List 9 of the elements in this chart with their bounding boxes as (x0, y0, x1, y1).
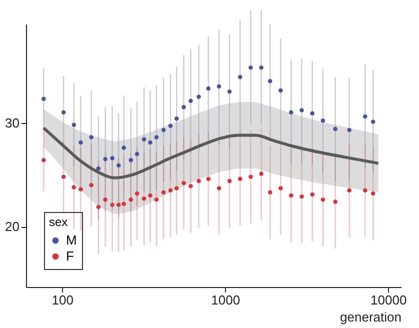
x-tick-label: 1000 (211, 292, 240, 308)
legend-label: M (66, 232, 77, 248)
legend-label: F (66, 248, 74, 264)
x-axis-title: generation (340, 310, 402, 324)
x-tick-label: 100 (52, 292, 74, 308)
y-tick-label: 20 (5, 219, 20, 234)
y-tick-label: 30 (5, 115, 20, 130)
legend-title: sex (49, 215, 68, 229)
x-tick-label: 10000 (370, 292, 407, 308)
